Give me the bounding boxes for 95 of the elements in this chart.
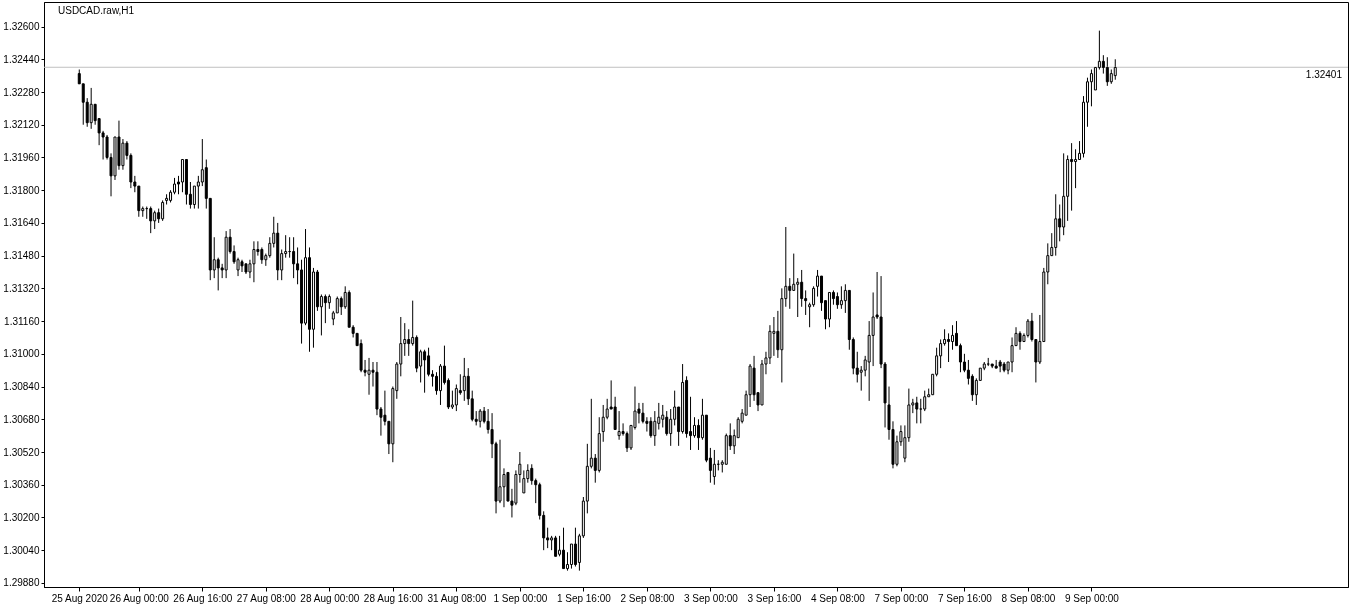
x-tick-label: 26 Aug 00:00	[109, 592, 170, 604]
candlestick	[427, 347, 431, 377]
candlestick	[696, 418, 700, 451]
candlestick	[1113, 58, 1117, 81]
chart-title: USDCAD.raw,H1	[58, 5, 135, 16]
x-tick-label: 7 Sep 16:00	[937, 592, 993, 604]
y-tick-label: 1.30840	[3, 381, 40, 393]
y-tick-label: 1.30360	[3, 479, 40, 491]
candlestick	[268, 236, 272, 259]
candlestick	[919, 398, 923, 424]
candlestick	[772, 316, 776, 357]
candlestick	[788, 277, 792, 310]
candlestick	[562, 527, 566, 570]
candlestick	[339, 296, 343, 316]
candlestick	[161, 199, 165, 222]
candlestick	[947, 332, 951, 363]
candlestick	[1074, 148, 1078, 189]
candlestick	[665, 410, 669, 437]
candlestick	[89, 87, 93, 130]
x-tick-label: 8 Sep 08:00	[1001, 592, 1056, 604]
x-tick-label: 25 Aug 2020	[51, 592, 109, 604]
candlestick	[1026, 318, 1030, 338]
y-tick-label: 1.31320	[3, 282, 40, 294]
candlestick	[923, 390, 927, 412]
candlestick	[796, 277, 800, 318]
candlestick	[240, 259, 244, 273]
candlestick	[839, 285, 843, 310]
x-tick-label: 27 Aug 08:00	[236, 592, 297, 604]
candlestick	[367, 357, 371, 396]
y-tick-label: 1.32120	[3, 119, 40, 131]
candlestick	[653, 410, 657, 447]
y-tick-label: 1.30520	[3, 446, 40, 458]
candlestick	[1089, 69, 1093, 107]
candlestick	[180, 159, 184, 193]
x-tick-label: 7 Sep 00:00	[874, 592, 929, 604]
candlestick	[601, 404, 605, 443]
candlestick	[693, 416, 697, 439]
y-tick-label: 1.31960	[3, 151, 40, 163]
x-tick-label: 9 Sep 00:00	[1064, 592, 1120, 604]
candlestick	[998, 359, 1002, 373]
candlestick	[669, 408, 673, 447]
candlestick	[423, 349, 427, 394]
candlestick	[323, 294, 327, 324]
candlestick	[454, 384, 458, 412]
candlestick	[216, 257, 220, 291]
candlestick	[617, 410, 621, 441]
candlestick	[554, 535, 558, 557]
candlestick	[1105, 56, 1109, 87]
y-tick-label: 1.31160	[4, 315, 40, 327]
x-tick-label: 1 Sep 00:00	[493, 592, 548, 604]
candlestick	[800, 269, 804, 308]
x-tick-label: 26 Aug 16:00	[173, 592, 233, 604]
x-tick-label: 28 Aug 00:00	[300, 592, 360, 604]
candlestick	[462, 357, 466, 402]
candlestick	[573, 527, 577, 568]
candlestick	[121, 138, 125, 171]
x-tick-label: 28 Aug 16:00	[363, 592, 424, 604]
y-tick-label: 1.30200	[3, 511, 40, 523]
candlestick	[970, 373, 974, 402]
x-tick-label: 2 Sep 08:00	[620, 592, 675, 604]
candlestick	[1070, 142, 1074, 212]
y-tick-label: 1.31640	[3, 217, 40, 229]
candlestick	[951, 324, 955, 351]
candlestick	[649, 416, 653, 439]
x-tick-label: 3 Sep 00:00	[683, 592, 739, 604]
candlestick	[149, 206, 153, 234]
x-tick-label: 1 Sep 16:00	[556, 592, 612, 604]
y-tick-label: 1.30040	[3, 544, 40, 556]
x-tick-label: 31 Aug 08:00	[427, 592, 487, 604]
y-tick-label: 1.31000	[3, 348, 40, 360]
candlestick	[712, 449, 716, 486]
candlestick	[1010, 336, 1014, 373]
candlestick	[153, 210, 157, 230]
y-tick-label: 1.32280	[3, 86, 40, 98]
candlestick	[569, 543, 573, 570]
y-tick-label: 1.30680	[3, 413, 40, 425]
candlestick	[478, 408, 482, 428]
x-tick-label: 3 Sep 16:00	[747, 592, 802, 604]
candlestick	[1018, 330, 1022, 351]
candlestick	[252, 240, 256, 283]
y-tick-label: 1.31800	[3, 184, 40, 196]
y-tick-label: 1.32600	[3, 21, 40, 33]
candlestick	[530, 463, 534, 486]
candlestick	[498, 439, 502, 504]
ref-line-label: 1.32401	[1305, 69, 1343, 81]
candlestick	[915, 396, 919, 424]
y-tick-label: 1.31480	[3, 250, 40, 262]
candlestick	[192, 185, 196, 210]
candlestick	[292, 236, 296, 279]
x-tick-label: 4 Sep 08:00	[810, 592, 866, 604]
y-tick-label: 1.32440	[3, 53, 40, 65]
y-tick-label: 1.29880	[3, 577, 40, 589]
candlestick	[407, 328, 411, 357]
candlestick	[792, 253, 796, 291]
candlestick	[812, 285, 816, 308]
